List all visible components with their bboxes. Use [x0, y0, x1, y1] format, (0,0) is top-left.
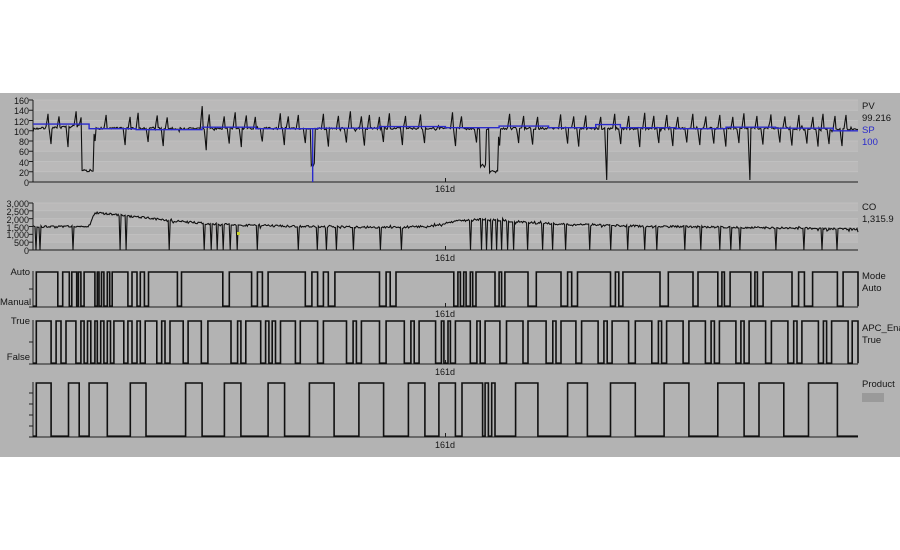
x-axis-label-co: 161d	[434, 253, 456, 263]
product-legend-swatch	[862, 393, 884, 402]
mode-low-label: Manual	[0, 297, 32, 308]
y-tick-label: 0	[23, 246, 29, 256]
x-axis-label-apc: 161d	[434, 367, 456, 377]
x-axis-label-product: 161d	[434, 440, 456, 450]
mode-chart-plot[interactable]	[25, 268, 866, 312]
y-tick-label: 120	[13, 116, 29, 127]
y-tick-label: 100	[13, 126, 29, 137]
apc-low-label: False	[6, 352, 30, 363]
apc-name: APC_Enable	[862, 323, 900, 334]
co-value: 1,315.9	[862, 214, 894, 225]
y-tick-label: 500	[13, 238, 29, 249]
apc-enable-chart-plot[interactable]	[25, 317, 866, 369]
co-chart-plot[interactable]	[25, 200, 866, 255]
x-axis-label-pv: 161d	[434, 184, 456, 194]
pv-sp-chart-plot[interactable]	[25, 97, 866, 187]
x-axis-label-mode: 161d	[434, 309, 456, 319]
apc-high-label: True	[10, 316, 30, 327]
y-tick-label: 1,500	[6, 222, 29, 233]
y-tick-label: 80	[18, 137, 29, 147]
y-tick-label: 2,000	[6, 214, 29, 225]
mode-value: Auto	[862, 283, 882, 294]
sp-name: SP	[862, 125, 875, 136]
y-tick-label: 160	[13, 96, 29, 106]
sp-value: 100	[862, 137, 878, 148]
trend-panel: 161d 161d 161d 161d 161d Auto Manual Tru…	[0, 93, 900, 457]
apc-value: True	[862, 335, 882, 346]
product-chart-plot[interactable]	[25, 379, 866, 442]
legend-product: Product	[862, 379, 895, 391]
y-tick-label: 3,000	[6, 199, 29, 209]
y-tick-label: 2,500	[6, 206, 29, 217]
pv-value: 99.216	[862, 113, 892, 124]
cursor-marker	[237, 232, 240, 235]
y-tick-label: 60	[18, 147, 29, 158]
y-tick-label: 0	[23, 178, 29, 188]
y-tick-label: 140	[13, 106, 29, 117]
legend-apc: APC_Enable True	[862, 323, 900, 347]
legend-mode: Mode Auto	[862, 271, 886, 295]
legend-co: CO 1,315.9	[862, 202, 894, 226]
mode-name: Mode	[862, 271, 886, 282]
product-name: Product	[862, 379, 895, 390]
y-tick-label: 40	[18, 157, 29, 168]
y-tick-label: 1,000	[6, 230, 29, 241]
pv-name: PV	[862, 101, 875, 112]
co-name: CO	[862, 202, 877, 213]
mode-high-label: Auto	[10, 267, 30, 278]
legend-pv-sp: PV 99.216 SP 100	[862, 101, 891, 149]
y-tick-label: 20	[18, 167, 29, 178]
